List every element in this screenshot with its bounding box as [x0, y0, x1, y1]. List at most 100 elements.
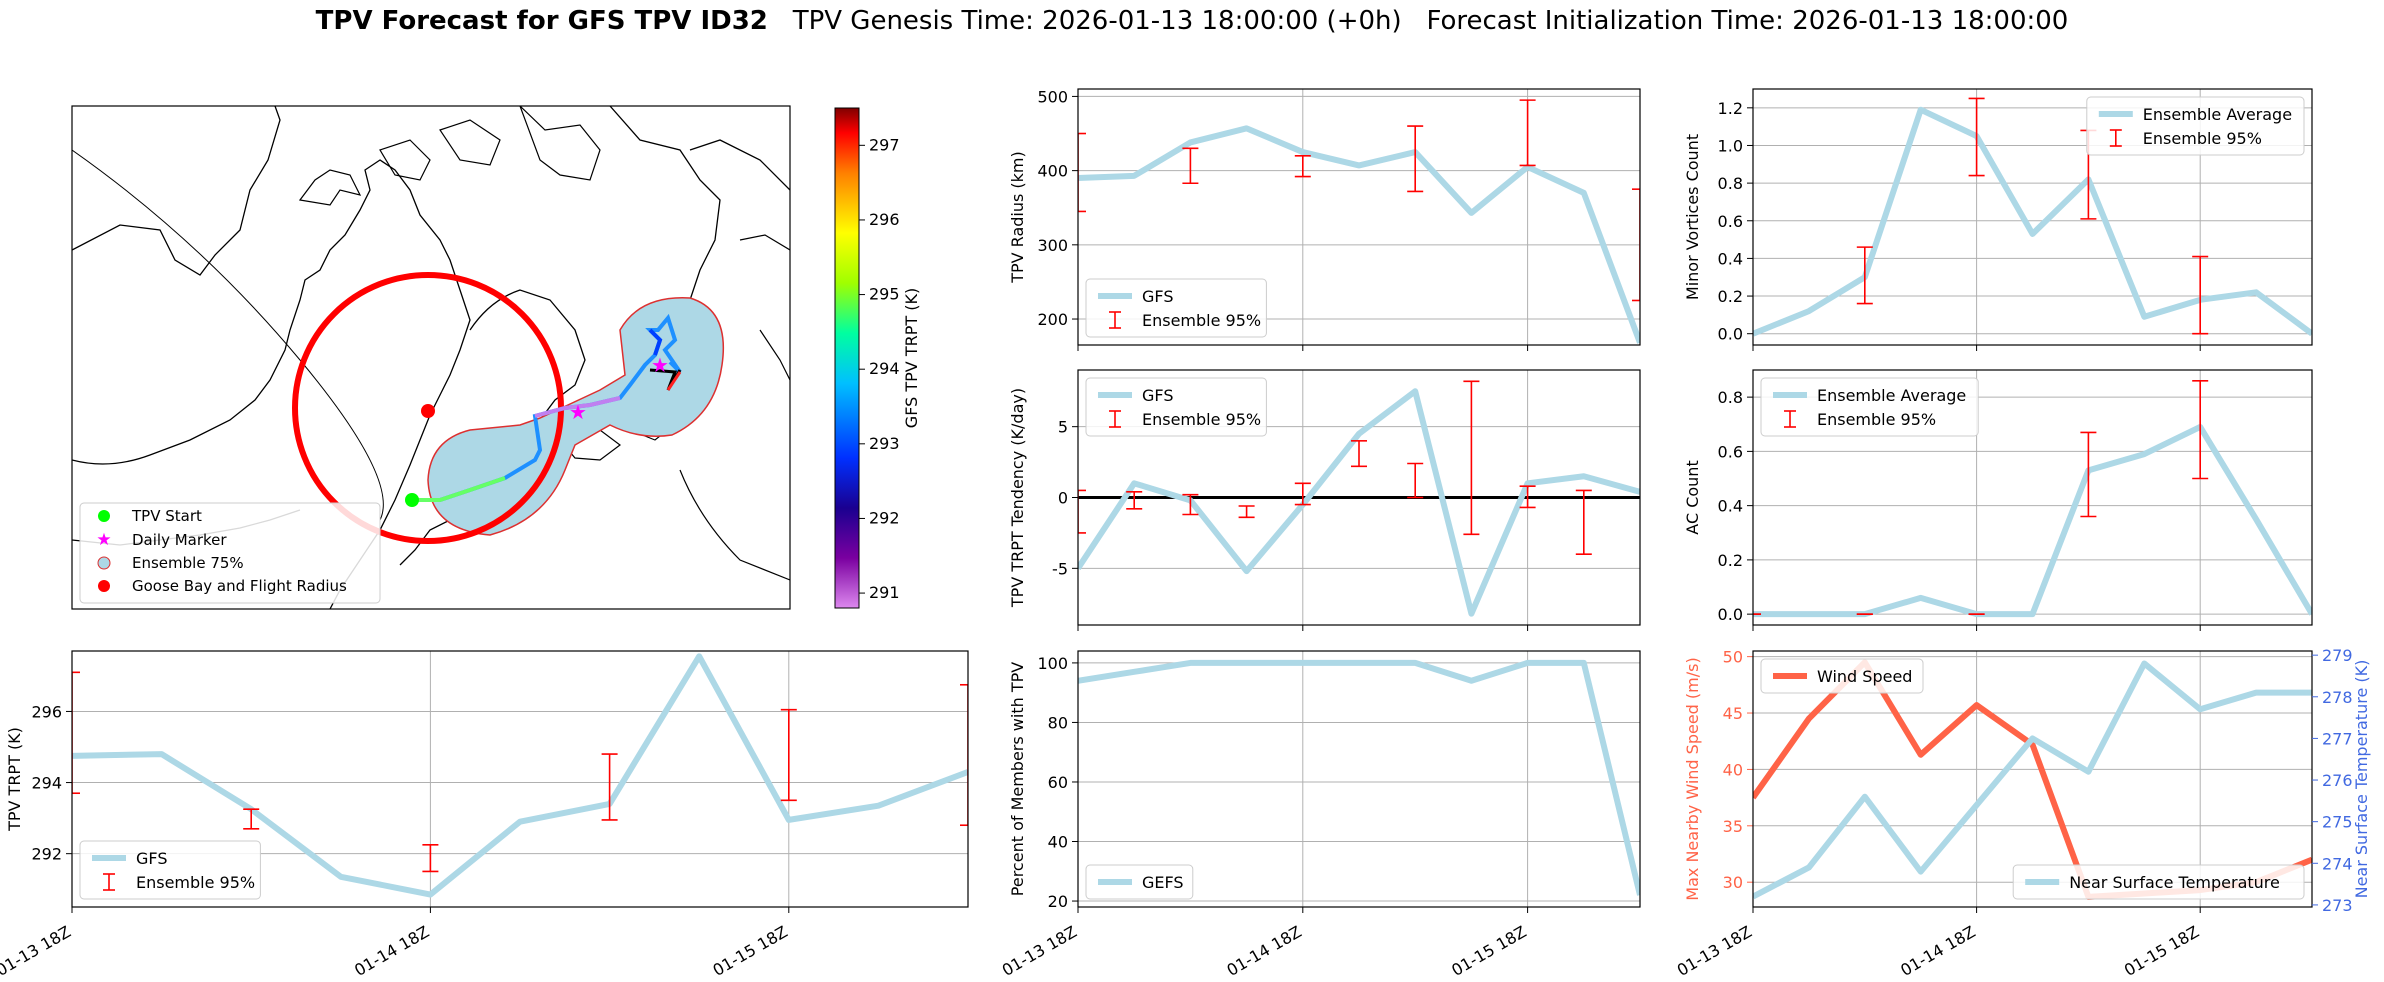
y-axis-label: TPV Radius (km): [1008, 151, 1027, 284]
y-tick-label: 50: [1723, 648, 1743, 667]
goose-bay-marker: [421, 404, 435, 418]
y-tick-label: 0.8: [1718, 174, 1743, 193]
errorbar: [72, 671, 80, 795]
y-right-tick-label: 276: [2322, 771, 2353, 790]
errorbar: [1078, 132, 1086, 213]
y-tick-label: 100: [1037, 654, 1068, 673]
y-tick-label: 40: [1048, 833, 1068, 852]
y-tick-label: 0.8: [1718, 388, 1743, 407]
y-tick-label: 0.2: [1718, 551, 1743, 570]
y-tick-label: 200: [1037, 310, 1068, 329]
legend-label: Ensemble 95%: [1142, 311, 1261, 330]
map-geography: ★ ★ TPV Start ★ Daily Marker Ensemble 75…: [72, 106, 790, 609]
errorbar: [1294, 154, 1311, 178]
y-tick-label: 45: [1723, 704, 1743, 723]
colorbar-tick-label: 297: [869, 135, 900, 154]
colorbar: 291 292 293 294 295 296 297 GFS TPV TRPT (K): [834, 107, 921, 609]
legend-start: TPV Start: [131, 507, 202, 525]
legend-label: GFS: [1142, 386, 1173, 405]
y-axis-label: Percent of Members with TPV: [1008, 662, 1027, 896]
y-tick-label: 0.6: [1718, 212, 1743, 231]
figure-title: TPV Forecast for GFS TPV ID32 TPV Genesi…: [0, 6, 2384, 36]
y-right-axis-label: Near Surface Temperature (K): [2352, 660, 2371, 899]
errorbar: [1519, 485, 1536, 509]
chart-tendency: -5 0 5 TPV TRPT Tendency (K/day) GFS Ensemble…: [1008, 369, 1641, 631]
legend-label: GFS: [136, 849, 167, 868]
legend: GFS Ensemble 95%: [1085, 377, 1267, 437]
y-right-tick-label: 273: [2322, 896, 2353, 915]
errorbar: [1463, 380, 1480, 536]
plot-area: [1078, 651, 1640, 907]
y-right-tick-label: 275: [2322, 813, 2353, 832]
x-tick-label: 01-15 18Z: [2121, 922, 2202, 980]
errorbar: [1407, 125, 1424, 193]
errorbar: [1968, 97, 1985, 177]
y-right-tick-label: 278: [2322, 688, 2353, 707]
y-tick-label: 1.2: [1718, 99, 1743, 118]
y-tick-label: 35: [1723, 817, 1743, 836]
legend-label: Ensemble 95%: [1142, 410, 1261, 429]
axes-frame: [1752, 88, 2313, 346]
errorbar: [1238, 505, 1255, 519]
y-right-tick-label: 277: [2322, 729, 2353, 748]
y-tick-label: 500: [1037, 87, 1068, 106]
axes-frame: [1077, 88, 1641, 346]
y-tick-label: 292: [31, 845, 62, 864]
x-tick-label: 01-15 18Z: [1448, 922, 1529, 980]
plot-marks: [1753, 380, 2312, 618]
legend: GFS Ensemble 95%: [1085, 278, 1267, 338]
colorbar-tick-label: 296: [869, 210, 900, 229]
legend-label: Ensemble Average: [1817, 386, 1966, 405]
legend-goose: Goose Bay and Flight Radius: [132, 577, 347, 595]
y-tick-label: 0.4: [1718, 249, 1743, 268]
axes-frame: [1752, 650, 2313, 908]
colorbar-tick-label: 294: [869, 359, 900, 378]
y-tick-label: 296: [31, 702, 62, 721]
colorbar-tick-label: 293: [869, 434, 900, 453]
plot-marks: [72, 653, 968, 898]
errorbar: [1294, 482, 1311, 506]
title-main: TPV Forecast for GFS TPV ID32: [315, 6, 768, 36]
legend-label: GEFS: [1142, 873, 1184, 892]
ensemble-75-area: [427, 297, 725, 536]
y-tick-label: 300: [1037, 236, 1068, 255]
y-axis-label: TPV TRPT Tendency (K/day): [1008, 388, 1027, 608]
y-tick-label: 0.0: [1718, 325, 1743, 344]
y-tick-label: 20: [1048, 892, 1068, 911]
y-axis-label: Max Nearby Wind Speed (m/s): [1683, 657, 1702, 900]
y-tick-label: 1.0: [1718, 136, 1743, 155]
legend-daily: Daily Marker: [132, 531, 227, 549]
chart-minor: 0.0 0.2 0.4 0.6 0.8 1.0 1.2 Minor Vortices Coun…: [1683, 88, 2313, 351]
y-right-tick-label: 279: [2322, 646, 2353, 665]
y-tick-label: 0.2: [1718, 287, 1743, 306]
y-tick-label: 294: [31, 774, 62, 793]
legend-label: Ensemble 95%: [136, 873, 255, 892]
title-genesis: TPV Genesis Time: 2026-01-13 18:00:00 (+…: [792, 6, 1402, 36]
map-legend: TPV Start ★ Daily Marker Ensemble 75% Go…: [79, 502, 381, 604]
y-tick-label: 30: [1723, 873, 1743, 892]
legend-label: Wind Speed: [1817, 667, 1912, 686]
y-tick-label: 80: [1048, 713, 1068, 732]
errorbar: [1856, 246, 1873, 305]
map-panel: ★ ★ TPV Start ★ Daily Marker Ensemble 75…: [71, 105, 921, 610]
axes-frame: [71, 650, 969, 908]
y-tick-label: 400: [1037, 162, 1068, 181]
errorbar: [1407, 462, 1424, 499]
legend-label: Ensemble Average: [2143, 105, 2292, 124]
x-tick-label: 01-15 18Z: [710, 922, 791, 980]
errorbar: [1182, 147, 1199, 185]
tpv-track: [412, 313, 682, 502]
legend-goose-icon: [98, 580, 110, 592]
legend-start-icon: [98, 510, 110, 522]
errorbar: [1182, 493, 1199, 516]
errorbar: [2192, 255, 2209, 335]
y-tick-label: 0.0: [1718, 605, 1743, 624]
legend-star-icon: ★: [96, 530, 111, 550]
legend: Ensemble Average Ensemble 95%: [1760, 377, 1979, 437]
y-tick-label: 5: [1058, 418, 1068, 437]
chart-radius: 200 300 400 500 TPV Radius (km) GFS Ensemble 9…: [1008, 87, 1641, 351]
axes-frame: [1077, 650, 1641, 908]
y-tick-label: 0: [1058, 489, 1068, 508]
legend: Wind Speed: [1760, 658, 1924, 694]
